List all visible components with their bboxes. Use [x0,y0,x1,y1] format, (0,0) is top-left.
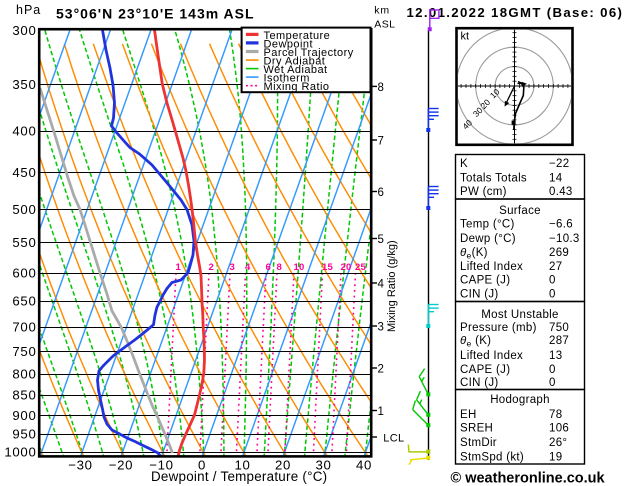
svg-text:hPa: hPa [16,3,41,17]
svg-text:750: 750 [12,344,36,359]
svg-text:4: 4 [378,279,385,291]
svg-text:Mixing Ratio: Mixing Ratio [264,81,330,93]
svg-text:14: 14 [549,173,563,185]
svg-text:Pressure (mb): Pressure (mb) [460,322,537,334]
svg-text:15: 15 [322,262,333,273]
svg-text:269: 269 [549,247,569,259]
svg-text:20: 20 [275,457,291,472]
svg-text:13: 13 [549,350,562,362]
svg-text:20: 20 [341,262,352,273]
svg-text:−10.3: −10.3 [549,233,580,245]
svg-text:3: 3 [230,262,235,273]
svg-text:Temp (°C): Temp (°C) [460,219,515,231]
svg-text:30: 30 [315,457,331,472]
svg-text:6: 6 [266,262,271,273]
svg-text:PW (cm): PW (cm) [460,186,507,198]
svg-text:−20: −20 [109,457,133,472]
svg-text:Dewpoint / Temperature (°C): Dewpoint / Temperature (°C) [151,469,327,484]
svg-text:2: 2 [378,364,384,376]
svg-text:km: km [374,4,390,16]
svg-text:Totals Totals: Totals Totals [460,173,527,185]
svg-text:700: 700 [12,320,36,335]
svg-text:Dry Adiabat: Dry Adiabat [264,56,326,68]
svg-text:Dewp (°C): Dewp (°C) [460,233,516,245]
svg-text:StmDir: StmDir [460,437,497,449]
svg-text:10: 10 [234,457,250,472]
svg-text:Wet Adiabat: Wet Adiabat [264,64,328,76]
svg-text:Lifted Index: Lifted Index [460,261,523,273]
svg-text:0: 0 [549,289,556,301]
svg-text:12.01.2022 18GMT (Base: 06): 12.01.2022 18GMT (Base: 06) [407,5,624,20]
svg-text:500: 500 [12,202,36,217]
svg-text:CIN (J): CIN (J) [460,289,499,301]
svg-text:© weatheronline.co.uk: © weatheronline.co.uk [451,471,606,486]
svg-text:850: 850 [12,388,36,403]
svg-text:10: 10 [294,262,305,273]
svg-text:SREH: SREH [460,423,493,435]
svg-text:450: 450 [12,165,36,180]
svg-text:350: 350 [12,77,36,92]
svg-text:Surface: Surface [499,205,541,217]
svg-text:78: 78 [549,409,562,421]
svg-text:0: 0 [549,364,556,376]
svg-text:Isotherm: Isotherm [264,73,310,85]
svg-text:Temperature: Temperature [264,30,331,42]
svg-text:CAPE (J): CAPE (J) [460,275,510,287]
svg-text:8: 8 [378,82,384,94]
svg-text:27: 27 [549,261,562,273]
svg-text:6: 6 [378,187,384,199]
svg-text:2: 2 [209,262,214,273]
svg-text:750: 750 [549,322,569,334]
svg-text:θe(K): θe(K) [460,247,488,261]
svg-text:Dewpoint: Dewpoint [264,38,313,50]
svg-text:Mixing Ratio (g/kg): Mixing Ratio (g/kg) [386,240,398,332]
svg-text:7: 7 [378,136,384,148]
svg-text:Hodograph: Hodograph [490,394,550,406]
svg-text:400: 400 [12,124,36,139]
svg-text:1: 1 [378,406,384,418]
svg-text:CIN (J): CIN (J) [460,377,499,389]
svg-text:287: 287 [549,335,569,347]
svg-text:5: 5 [378,234,384,246]
svg-text:1000: 1000 [4,445,36,460]
svg-text:0: 0 [198,457,206,472]
svg-text:0: 0 [549,377,556,389]
svg-text:θe (K): θe (K) [460,335,491,349]
svg-text:650: 650 [12,294,36,309]
svg-text:0: 0 [549,275,556,287]
svg-text:EH: EH [460,409,477,421]
svg-text:−22: −22 [549,158,569,170]
svg-text:LCL: LCL [383,432,404,444]
svg-text:ASL: ASL [374,19,395,31]
svg-text:−6.6: −6.6 [549,219,573,231]
svg-text:−30: −30 [68,457,92,472]
svg-text:950: 950 [12,427,36,442]
svg-text:40: 40 [356,457,372,472]
svg-text:106: 106 [549,423,569,435]
svg-text:19: 19 [549,451,562,463]
svg-text:−10: −10 [149,457,173,472]
svg-text:1: 1 [176,262,182,273]
svg-text:26°: 26° [549,437,567,449]
svg-text:Parcel Trajectory: Parcel Trajectory [264,47,354,59]
svg-text:CAPE (J): CAPE (J) [460,364,510,376]
svg-text:3: 3 [378,322,384,334]
svg-text:K: K [460,158,468,170]
svg-text:8: 8 [277,262,282,273]
svg-text:25: 25 [355,262,366,273]
svg-text:300: 300 [12,23,36,38]
svg-text:Lifted Index: Lifted Index [460,350,523,362]
svg-text:kt: kt [461,31,470,43]
svg-text:0.43: 0.43 [549,186,573,198]
svg-text:600: 600 [12,266,36,281]
svg-text:800: 800 [12,367,36,382]
svg-text:StmSpd (kt): StmSpd (kt) [460,451,524,463]
svg-text:900: 900 [12,408,36,423]
svg-text:550: 550 [12,235,36,250]
svg-text:4: 4 [245,262,251,273]
svg-text:53°06'N 23°10'E 143m ASL: 53°06'N 23°10'E 143m ASL [56,6,255,22]
svg-text:Most Unstable: Most Unstable [481,309,558,321]
